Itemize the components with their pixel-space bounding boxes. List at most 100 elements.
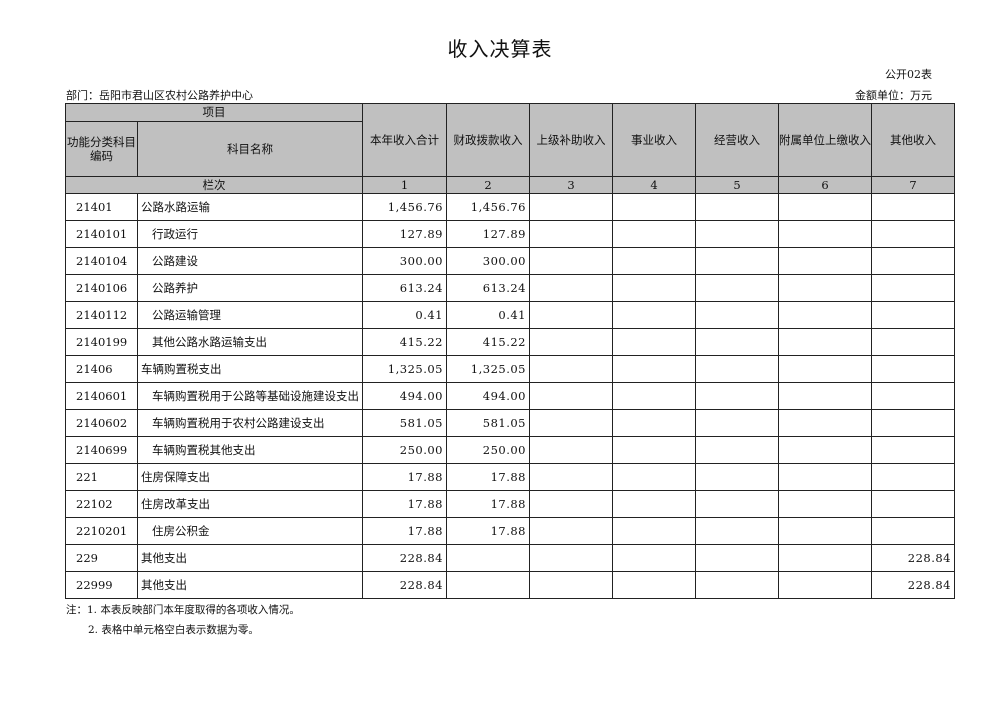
header-business: 事业收入 bbox=[612, 103, 696, 177]
amount-cell bbox=[871, 490, 955, 518]
header-other: 其他收入 bbox=[871, 103, 955, 177]
amount-cell bbox=[695, 463, 779, 491]
subject-name: 其他公路水路运输支出 bbox=[137, 328, 363, 356]
amount-cell bbox=[778, 463, 872, 491]
amount-cell bbox=[529, 355, 613, 383]
amount-cell: 17.88 bbox=[362, 490, 447, 518]
amount-cell bbox=[612, 301, 696, 329]
amount-cell bbox=[695, 544, 779, 572]
subject-name: 车辆购置税用于公路等基础设施建设支出 bbox=[137, 382, 363, 410]
amount-cell bbox=[612, 436, 696, 464]
table-row: 2210201 住房公积金 17.88 17.88 bbox=[65, 517, 955, 545]
amount-cell bbox=[871, 463, 955, 491]
amount-cell bbox=[529, 571, 613, 599]
subject-code: 2140699 bbox=[65, 436, 138, 464]
amount-cell bbox=[871, 220, 955, 248]
amount-cell: 17.88 bbox=[446, 517, 530, 545]
table-row: 2140101 行政运行 127.89 127.89 bbox=[65, 220, 955, 248]
table-row: 221 住房保障支出 17.88 17.88 bbox=[65, 463, 955, 491]
subject-code: 21406 bbox=[65, 355, 138, 383]
amount-cell bbox=[529, 517, 613, 545]
amount-cell bbox=[778, 274, 872, 302]
amount-cell bbox=[529, 220, 613, 248]
table-row: 2140602 车辆购置税用于农村公路建设支出 581.05 581.05 bbox=[65, 409, 955, 437]
amount-cell: 494.00 bbox=[446, 382, 530, 410]
amount-cell bbox=[871, 436, 955, 464]
amount-cell bbox=[612, 517, 696, 545]
amount-cell bbox=[695, 247, 779, 275]
amount-cell: 613.24 bbox=[362, 274, 447, 302]
amount-cell bbox=[612, 274, 696, 302]
form-code: 公开02表 bbox=[885, 68, 932, 81]
amount-cell: 228.84 bbox=[362, 571, 447, 599]
amount-cell bbox=[778, 382, 872, 410]
amount-cell bbox=[695, 355, 779, 383]
table-row: 2140699 车辆购置税其他支出 250.00 250.00 bbox=[65, 436, 955, 464]
income-table: 项目 本年收入合计 财政拨款收入 上级补助收入 事业收入 经营收入 附属单位上缴… bbox=[65, 103, 955, 599]
amount-cell bbox=[612, 409, 696, 437]
header-code: 功能分类科目编码 bbox=[65, 121, 138, 177]
subject-code: 2140101 bbox=[65, 220, 138, 248]
subject-name: 住房改革支出 bbox=[137, 490, 363, 518]
subject-code: 2140199 bbox=[65, 328, 138, 356]
amount-cell bbox=[871, 517, 955, 545]
table-row: 21406 车辆购置税支出 1,325.05 1,325.05 bbox=[65, 355, 955, 383]
amount-cell bbox=[529, 436, 613, 464]
amount-cell bbox=[695, 436, 779, 464]
amount-cell bbox=[778, 436, 872, 464]
amount-cell bbox=[612, 220, 696, 248]
amount-cell: 127.89 bbox=[362, 220, 447, 248]
subject-name: 车辆购置税用于农村公路建设支出 bbox=[137, 409, 363, 437]
amount-cell bbox=[695, 517, 779, 545]
subject-name: 住房保障支出 bbox=[137, 463, 363, 491]
amount-cell: 300.00 bbox=[446, 247, 530, 275]
column-number: 7 bbox=[871, 176, 955, 194]
subject-code: 2140601 bbox=[65, 382, 138, 410]
column-number: 5 bbox=[695, 176, 779, 194]
amount-cell bbox=[695, 571, 779, 599]
table-row: 229 其他支出 228.84 228.84 bbox=[65, 544, 955, 572]
amount-cell bbox=[871, 355, 955, 383]
table-row: 2140106 公路养护 613.24 613.24 bbox=[65, 274, 955, 302]
amount-cell: 228.84 bbox=[362, 544, 447, 572]
subject-code: 22999 bbox=[65, 571, 138, 599]
amount-cell: 127.89 bbox=[446, 220, 530, 248]
amount-cell: 494.00 bbox=[362, 382, 447, 410]
amount-cell: 17.88 bbox=[362, 463, 447, 491]
subject-code: 2210201 bbox=[65, 517, 138, 545]
amount-cell: 300.00 bbox=[362, 247, 447, 275]
amount-cell: 1,325.05 bbox=[446, 355, 530, 383]
amount-cell: 415.22 bbox=[446, 328, 530, 356]
note-2: 2. 表格中单元格空白表示数据为零。 bbox=[88, 624, 259, 636]
amount-cell bbox=[778, 571, 872, 599]
subject-name: 住房公积金 bbox=[137, 517, 363, 545]
subject-name: 车辆购置税其他支出 bbox=[137, 436, 363, 464]
table-row: 22102 住房改革支出 17.88 17.88 bbox=[65, 490, 955, 518]
amount-cell bbox=[695, 274, 779, 302]
amount-cell bbox=[871, 301, 955, 329]
column-number: 6 bbox=[778, 176, 872, 194]
table-row: 22999 其他支出 228.84 228.84 bbox=[65, 571, 955, 599]
column-number: 1 bbox=[362, 176, 447, 194]
amount-cell bbox=[612, 247, 696, 275]
amount-cell bbox=[871, 193, 955, 221]
column-number: 4 bbox=[612, 176, 696, 194]
amount-cell bbox=[695, 301, 779, 329]
table-row: 2140104 公路建设 300.00 300.00 bbox=[65, 247, 955, 275]
subject-code: 2140112 bbox=[65, 301, 138, 329]
amount-cell: 613.24 bbox=[446, 274, 530, 302]
header-superior: 上级补助收入 bbox=[529, 103, 613, 177]
amount-cell bbox=[778, 490, 872, 518]
table-row: 21401 公路水路运输 1,456.76 1,456.76 bbox=[65, 193, 955, 221]
header-name: 科目名称 bbox=[137, 121, 363, 177]
amount-cell bbox=[612, 193, 696, 221]
header-fiscal: 财政拨款收入 bbox=[446, 103, 530, 177]
amount-cell bbox=[529, 301, 613, 329]
amount-cell: 1,456.76 bbox=[362, 193, 447, 221]
department: 部门：岳阳市君山区农村公路养护中心 bbox=[66, 89, 253, 102]
column-number: 2 bbox=[446, 176, 530, 194]
table-row: 2140199 其他公路水路运输支出 415.22 415.22 bbox=[65, 328, 955, 356]
amount-cell: 17.88 bbox=[362, 517, 447, 545]
amount-cell: 1,325.05 bbox=[362, 355, 447, 383]
amount-cell bbox=[778, 301, 872, 329]
